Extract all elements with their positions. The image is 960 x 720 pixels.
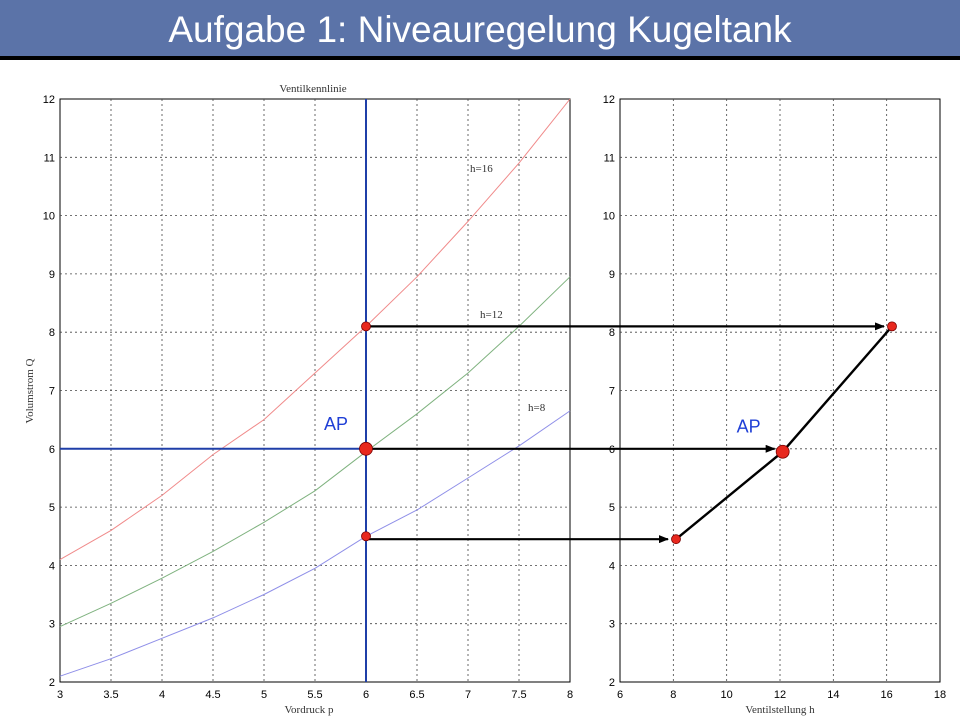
chart-title: Ventilkennlinie (279, 83, 346, 95)
y-tick-label: 11 (604, 152, 615, 164)
x-tick-label: 5 (261, 689, 267, 701)
x-tick-label: 14 (827, 689, 839, 701)
y-tick-label: 4 (49, 560, 55, 572)
y-tick-label: 2 (609, 677, 615, 689)
ap-label: AP (737, 417, 761, 437)
data-point (361, 531, 371, 542)
y-tick-label: 7 (49, 386, 55, 398)
x-tick-label: 10 (721, 689, 733, 701)
slide-title: Aufgabe 1: Niveauregelung Kugeltank (168, 9, 792, 50)
curve-h8 (59, 410, 571, 677)
y-tick-label: 8 (609, 327, 615, 339)
curve-label: h=8 (528, 402, 546, 414)
x-tick-label: 3 (57, 689, 63, 701)
x-tick-label: 4 (159, 689, 165, 701)
points-layer: AP AP (324, 321, 897, 545)
y-tick-label: 4 (609, 560, 615, 572)
y-tick-label: 5 (609, 502, 615, 514)
x-tick-label: 7.5 (511, 689, 526, 701)
right-chart: 68101214161823456789101112Ventilstellung… (603, 94, 946, 716)
y-tick-label: 3 (609, 619, 615, 631)
x-tick-label: 6.5 (409, 689, 424, 701)
y-tick-label: 9 (49, 269, 55, 281)
ap-label: AP (324, 414, 348, 434)
x-tick-label: 12 (774, 689, 786, 701)
x-tick-label: 8 (670, 689, 676, 701)
left-chart: 3 3.5 4 4.5 5 5.5 6 6.5 7 7.5 823456789101112Venti… (24, 83, 573, 716)
data-point (361, 321, 371, 332)
arrows-layer (366, 322, 885, 544)
x-tick-label: 18 (934, 689, 946, 701)
y-tick-label: 12 (43, 94, 55, 106)
operating-point (775, 444, 790, 459)
y-tick-label: 11 (44, 152, 55, 164)
data-point (887, 321, 897, 332)
y-tick-label: 6 (49, 444, 55, 456)
y-tick-label: 5 (49, 502, 55, 514)
x-tick-label: 16 (881, 689, 893, 701)
x-tick-label: 4.5 (205, 689, 220, 701)
y-tick-label: 8 (49, 327, 55, 339)
x-tick-label: 5.5 (307, 689, 322, 701)
x-tick-label: 7 (465, 689, 471, 701)
y-tick-label: 10 (603, 211, 615, 223)
x-tick-label: 8 (567, 689, 573, 701)
x-tick-label: 3.5 (103, 689, 118, 701)
y-tick-label: 12 (603, 94, 615, 106)
y-tick-label: 3 (49, 619, 55, 631)
x-tick-label: 6 (363, 689, 369, 701)
y-axis-label: Volumstrom Q (24, 359, 36, 424)
title-bar: Aufgabe 1: Niveauregelung Kugeltank (0, 0, 960, 60)
y-tick-label: 7 (609, 386, 615, 398)
y-tick-label: 10 (43, 211, 55, 223)
y-tick-label: 2 (49, 677, 55, 689)
curve-label: h=12 (480, 309, 503, 321)
x-axis-label: Vordruck p (285, 704, 334, 716)
operating-point (359, 441, 373, 456)
x-axis-label: Ventilstellung h (745, 704, 815, 716)
curve-h16 (59, 98, 571, 561)
curve-label: h=16 (470, 163, 493, 175)
x-tick-label: 6 (617, 689, 623, 701)
valve-characteristic-figure: 3 3.5 4 4.5 5 5.5 6 6.5 7 7.5 823456789101112Venti… (24, 83, 946, 716)
data-point (671, 534, 681, 545)
y-tick-label: 9 (609, 269, 615, 281)
curve-h12 (59, 276, 571, 628)
